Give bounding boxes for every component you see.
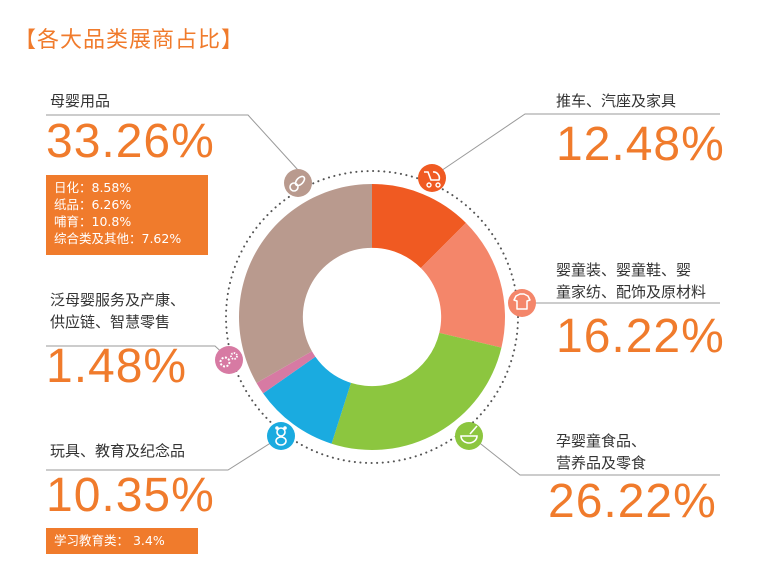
- sub-item-paper-products: 纸品：6.26%: [54, 197, 132, 212]
- outer-dotted-ring: [225, 170, 519, 464]
- sub-item-daily-chemicals: 日化：8.58%: [54, 180, 132, 195]
- connector-maternal-products: [46, 114, 299, 171]
- category-label-maternal-products: 母婴用品: [50, 92, 111, 110]
- connector-toys: [46, 436, 281, 471]
- percent-label-apparel: 16.22%: [556, 310, 725, 363]
- connector-services: [46, 345, 229, 359]
- connector-strollers: [431, 113, 720, 178]
- donut-slice-1: [420, 222, 505, 348]
- teddy-bear-icon: [267, 422, 295, 450]
- baby-clothes-icon: [508, 289, 536, 317]
- category-label-services-line2: 供应链、智慧零售: [50, 313, 171, 331]
- category-label-toys: 玩具、教育及纪念品: [50, 442, 186, 460]
- percent-label-maternal-products: 33.26%: [46, 115, 215, 168]
- pacifier-icon: [284, 169, 312, 197]
- chart-title: 【各大品类展商占比】: [14, 28, 245, 53]
- category-label-food-line1: 孕婴童食品、: [556, 432, 647, 450]
- donut-slice-3: [263, 356, 351, 444]
- category-label-apparel-line2: 童家纺、配饰及原材料: [556, 283, 707, 301]
- category-label-food-line2: 营养品及零食: [556, 454, 647, 472]
- donut-slice-4: [256, 351, 316, 394]
- percent-label-services: 1.48%: [46, 340, 188, 393]
- percent-label-toys: 10.35%: [46, 469, 215, 522]
- sub-items-box-toys: 学习教育类： 3.4%: [46, 528, 198, 554]
- food-bowl-icon: [455, 422, 483, 450]
- sub-item-other: 综合类及其他：7.62%: [54, 231, 182, 246]
- percent-label-food: 26.22%: [548, 475, 717, 528]
- category-label-apparel-line1: 婴童装、婴童鞋、婴: [556, 261, 692, 279]
- donut-slice-2: [331, 332, 502, 450]
- sub-item-education: 学习教育类： 3.4%: [54, 533, 165, 548]
- gears-icon: [215, 346, 243, 374]
- donut-slices: [239, 184, 505, 450]
- connector-food: [471, 436, 720, 476]
- donut-slice-0: [372, 184, 466, 269]
- stroller-icon: [418, 164, 446, 192]
- percent-label-strollers: 12.48%: [556, 118, 725, 171]
- category-label-strollers: 推车、汽座及家具: [556, 92, 677, 110]
- category-label-services-line1: 泛母婴服务及产康、: [50, 291, 186, 309]
- sub-items-box-maternal-products: 日化：8.58% 纸品：6.26% 哺育：10.8% 综合类及其他：7.62%: [46, 175, 208, 255]
- donut-slice-5: [239, 184, 372, 383]
- sub-item-feeding: 哺育：10.8%: [54, 214, 132, 229]
